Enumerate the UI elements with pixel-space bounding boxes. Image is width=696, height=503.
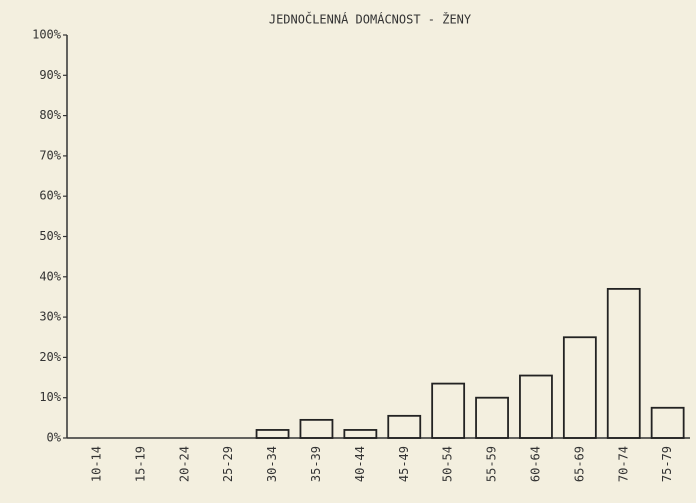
bar bbox=[299, 418, 334, 439]
y-tick-label: 0% bbox=[47, 431, 62, 445]
x-tick-label: 25-29 bbox=[221, 446, 235, 482]
chart-title: JEDNOČLENNÁ DOMÁCNOST - ŽENY bbox=[269, 12, 472, 27]
bar bbox=[606, 287, 641, 439]
x-tick-label: 55-59 bbox=[485, 446, 499, 482]
bar bbox=[431, 382, 466, 439]
bar bbox=[343, 429, 378, 439]
y-tick-label: 60% bbox=[39, 189, 61, 203]
y-tick-label: 100% bbox=[32, 28, 62, 42]
bar bbox=[519, 374, 553, 439]
bar bbox=[475, 396, 509, 439]
x-tick-label: 15-19 bbox=[133, 446, 147, 482]
x-tick-label: 65-69 bbox=[572, 446, 586, 482]
bar bbox=[387, 414, 422, 439]
y-tick-label: 90% bbox=[39, 68, 61, 82]
bar bbox=[255, 429, 290, 439]
y-tick-label: 30% bbox=[39, 310, 61, 324]
y-tick-label: 10% bbox=[39, 390, 61, 404]
x-tick-label: 60-64 bbox=[528, 446, 542, 482]
y-tick-label: 70% bbox=[39, 148, 61, 162]
x-tick-label: 40-44 bbox=[353, 446, 367, 482]
y-tick-label: 80% bbox=[39, 108, 61, 122]
x-tick-label: 75-79 bbox=[660, 446, 674, 482]
y-tick-label: 40% bbox=[39, 269, 61, 283]
x-tick-label: 35-39 bbox=[309, 446, 323, 482]
x-tick-label: 70-74 bbox=[616, 446, 630, 482]
x-tick-label: 30-34 bbox=[265, 446, 279, 482]
y-tick-label: 50% bbox=[39, 229, 61, 243]
x-tick-label: 10-14 bbox=[89, 446, 103, 482]
x-tick-label: 45-49 bbox=[397, 446, 411, 482]
x-tick-label: 50-54 bbox=[441, 446, 455, 482]
y-tick-label: 20% bbox=[39, 350, 61, 364]
bar bbox=[562, 336, 597, 439]
bar bbox=[650, 406, 685, 439]
x-tick-label: 20-24 bbox=[177, 446, 191, 482]
